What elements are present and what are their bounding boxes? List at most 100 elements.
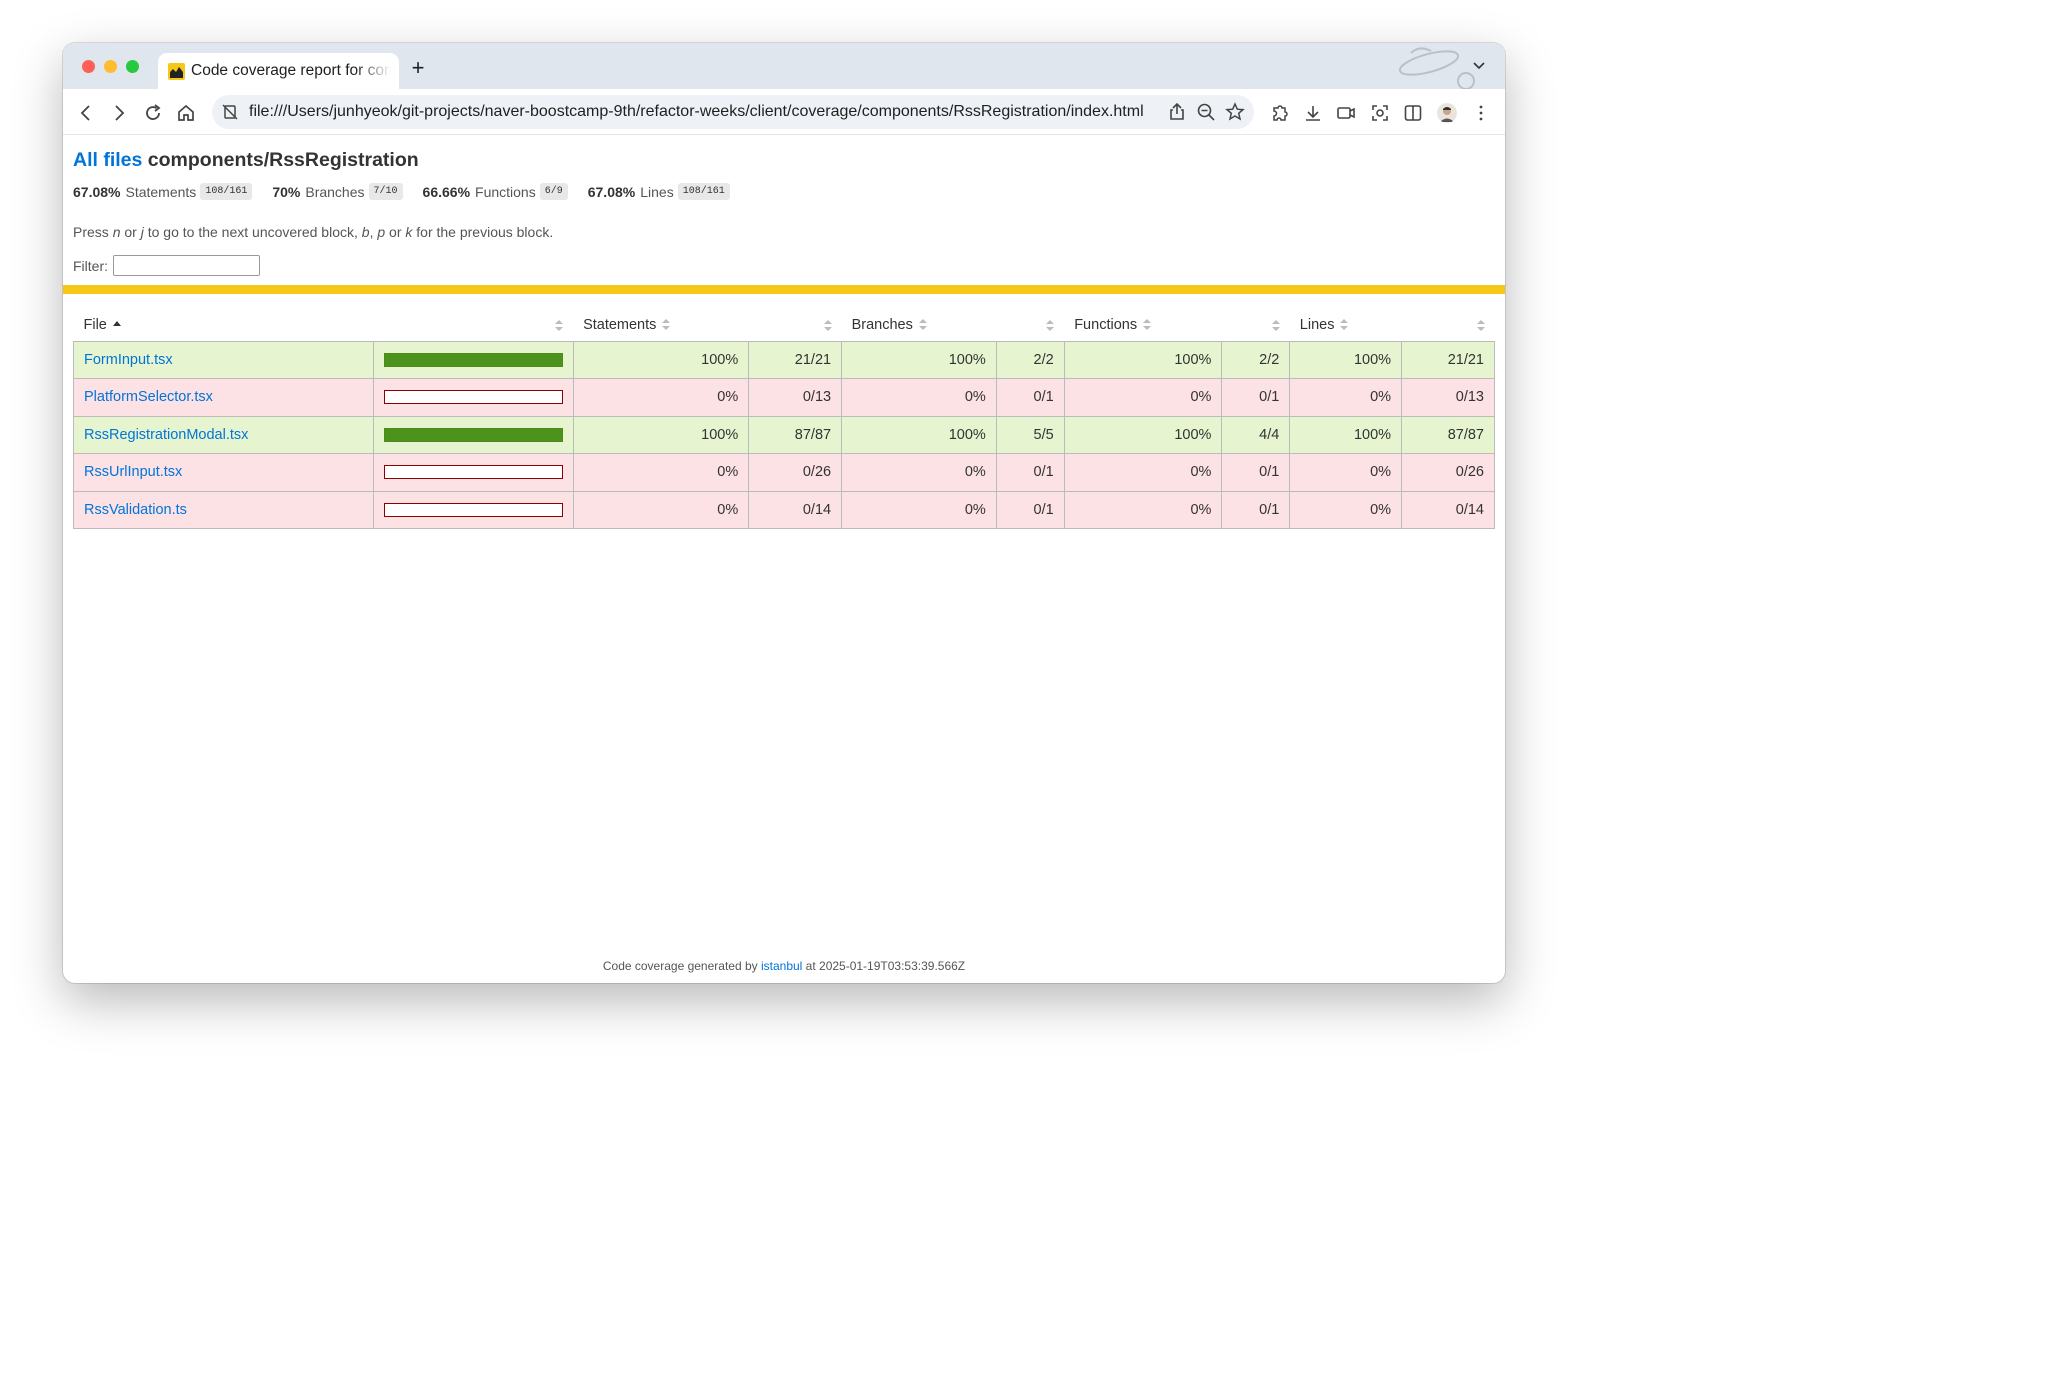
sort-icon	[1271, 320, 1280, 331]
branches-pct: 0%	[841, 453, 997, 492]
summary-functions: 66.66% Functions 6/9	[423, 183, 568, 200]
summary-branches-label: Branches	[305, 183, 365, 200]
zoom-out-icon[interactable]	[1196, 102, 1216, 122]
sort-icon	[555, 320, 564, 331]
hint-text-1: Press	[73, 224, 113, 240]
menu-kebab-icon[interactable]	[1471, 103, 1491, 123]
hint-text-2: or	[120, 224, 141, 240]
lines-pct: 0%	[1289, 490, 1403, 529]
url-text[interactable]: file:///Users/junhyeok/git-projects/nave…	[249, 103, 1144, 120]
header-lines[interactable]: Lines	[1290, 309, 1402, 341]
cast-icon[interactable]	[1336, 103, 1356, 123]
home-icon[interactable]	[176, 103, 196, 123]
header-file-bar[interactable]	[373, 309, 573, 341]
share-icon[interactable]	[1167, 102, 1187, 122]
coverage-bar-cell	[372, 340, 574, 379]
file-link[interactable]: RssUrlInput.tsx	[84, 464, 183, 481]
back-icon[interactable]	[76, 103, 96, 123]
istanbul-link[interactable]: istanbul	[760, 959, 803, 973]
header-statements[interactable]: Statements	[573, 309, 749, 341]
coverage-bar	[383, 352, 563, 367]
profile-decoration-icon	[1398, 47, 1475, 89]
summary-branches-pct: 70%	[272, 183, 301, 200]
branches-pct: 100%	[841, 340, 997, 379]
summary-lines-pct: 67.08%	[587, 183, 636, 200]
summary-branches: 70% Branches 7/10	[272, 183, 403, 200]
coverage-bar	[383, 390, 563, 405]
file-link[interactable]: FormInput.tsx	[84, 351, 173, 368]
branches-pct: 100%	[841, 415, 997, 454]
header-functions-label: Functions	[1074, 316, 1138, 333]
summary-statements: 67.08% Statements 108/161	[73, 183, 253, 200]
header-branches-raw[interactable]	[996, 309, 1064, 341]
statements-raw: 0/14	[748, 490, 843, 529]
browser-window: Code coverage report for components/RssR…	[63, 43, 1505, 983]
current-path: components/RssRegistration	[147, 149, 419, 171]
functions-pct: 100%	[1063, 415, 1223, 454]
file-cell: RssUrlInput.tsx	[73, 453, 374, 492]
branches-pct: 0%	[841, 490, 997, 529]
header-functions-raw[interactable]	[1222, 309, 1290, 341]
screenshot-icon[interactable]	[1370, 103, 1390, 123]
file-link[interactable]: RssValidation.ts	[84, 501, 187, 518]
header-statements-raw[interactable]	[749, 309, 842, 341]
hint-key-n: n	[112, 224, 121, 240]
statements-pct: 0%	[572, 378, 750, 417]
browser-tab-active[interactable]: Code coverage report for components/RssR…	[158, 53, 399, 90]
close-window-button[interactable]	[82, 60, 95, 73]
forward-icon[interactable]	[109, 103, 129, 123]
table-row: RssRegistrationModal.tsx 100% 87/87 100%…	[73, 415, 1495, 454]
maximize-window-button[interactable]	[126, 60, 139, 73]
header-file[interactable]: File	[74, 309, 374, 341]
sort-ascending-icon	[112, 320, 121, 326]
footer-prefix: Code coverage generated by	[602, 959, 761, 973]
hint-key-k: k	[405, 224, 413, 240]
functions-raw: 0/1	[1221, 490, 1291, 529]
filter-row: Filter:	[73, 255, 260, 276]
functions-pct: 0%	[1063, 378, 1223, 417]
bookmark-star-icon[interactable]	[1225, 102, 1245, 122]
file-link[interactable]: RssRegistrationModal.tsx	[84, 426, 249, 443]
reload-icon[interactable]	[143, 103, 163, 123]
branches-raw: 5/5	[995, 415, 1065, 454]
sort-icon	[1046, 320, 1055, 331]
extensions-icon[interactable]	[1270, 103, 1290, 123]
statements-pct: 100%	[572, 415, 750, 454]
table-row: RssValidation.ts 0% 0/14 0% 0/1 0% 0/1 0…	[73, 490, 1495, 529]
profile-avatar[interactable]	[1437, 103, 1457, 123]
header-lines-raw[interactable]	[1402, 309, 1495, 341]
site-info-icon[interactable]	[221, 103, 239, 121]
lines-pct: 0%	[1289, 378, 1403, 417]
functions-pct: 0%	[1063, 490, 1223, 529]
title-bar: Code coverage report for components/RssR…	[63, 43, 1505, 90]
header-statements-label: Statements	[583, 316, 657, 333]
coverage-bar-cell	[372, 453, 574, 492]
address-bar[interactable]: file:///Users/junhyeok/git-projects/nave…	[212, 95, 1254, 129]
side-panel-icon[interactable]	[1403, 103, 1423, 123]
sort-icon	[1340, 318, 1349, 330]
table-row: FormInput.tsx 100% 21/21 100% 2/2 100% 2…	[73, 340, 1495, 379]
header-functions[interactable]: Functions	[1064, 309, 1222, 341]
file-cell: RssRegistrationModal.tsx	[73, 415, 374, 454]
file-link[interactable]: PlatformSelector.tsx	[84, 389, 213, 406]
hint-text-3: to go to the next uncovered block,	[143, 224, 362, 240]
header-branches[interactable]: Branches	[842, 309, 997, 341]
tab-title: Code coverage report for components/RssR…	[191, 62, 391, 79]
functions-raw: 4/4	[1221, 415, 1291, 454]
all-files-link[interactable]: All files	[73, 149, 143, 171]
filter-input[interactable]	[113, 255, 260, 276]
tab-search-chevron-icon[interactable]	[1471, 57, 1487, 73]
lines-pct: 100%	[1289, 340, 1403, 379]
minimize-window-button[interactable]	[104, 60, 117, 73]
functions-raw: 2/2	[1221, 340, 1291, 379]
summary-statements-pct: 67.08%	[73, 183, 121, 200]
statements-pct: 0%	[572, 453, 750, 492]
summary-functions-fraction: 6/9	[539, 183, 568, 200]
new-tab-button[interactable]: +	[411, 55, 425, 80]
functions-raw: 0/1	[1221, 378, 1291, 417]
header-file-label: File	[83, 316, 107, 333]
istanbul-favicon-icon	[168, 63, 185, 80]
table-header-row: File Statements Branches Functions Lines	[74, 309, 1495, 341]
footer-suffix: at 2025-01-19T03:53:39.566Z	[802, 959, 966, 973]
download-icon[interactable]	[1303, 103, 1323, 123]
